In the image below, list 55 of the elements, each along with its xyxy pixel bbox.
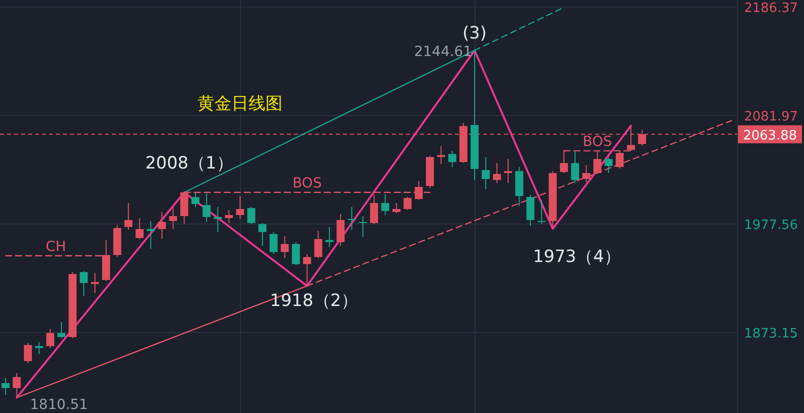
candlestick <box>482 156 490 190</box>
candlestick <box>236 196 244 220</box>
y-tick-label: 1873.15 <box>744 326 798 342</box>
candlestick <box>224 210 233 224</box>
candlestick <box>90 272 99 294</box>
candlestick <box>146 220 155 250</box>
candlestick <box>404 196 412 211</box>
candlestick <box>202 192 211 222</box>
candlestick <box>35 342 44 355</box>
candlestick <box>437 146 446 164</box>
y-tick-label: 1977.56 <box>744 218 798 233</box>
candlestick <box>80 270 88 296</box>
candlestick <box>57 322 66 338</box>
candlestick <box>582 164 590 182</box>
series-label: BOS <box>582 134 612 150</box>
candlestick <box>336 213 345 246</box>
candlestick <box>214 206 222 233</box>
candlestick <box>124 202 132 230</box>
annotation: (3) <box>462 23 487 44</box>
candlestick <box>492 162 501 184</box>
annotation: 2144.61 <box>414 44 472 60</box>
candlestick <box>604 156 613 174</box>
candlestick <box>2 378 10 396</box>
y-tick-label: 2081.97 <box>744 109 798 124</box>
annotation: 1918（2） <box>270 290 358 311</box>
candlestick <box>270 232 278 254</box>
annotation: 1810.51 <box>30 397 88 413</box>
candlestick <box>24 342 32 364</box>
candlestick <box>46 328 54 349</box>
candlestick <box>325 226 334 248</box>
candlestick <box>169 206 178 230</box>
candlestick <box>136 218 144 240</box>
candlestick <box>280 236 289 259</box>
series-label: CH <box>46 238 66 255</box>
candlestick <box>392 202 400 214</box>
candlestick <box>526 194 534 227</box>
candlestick <box>504 158 512 184</box>
series-label: BOS <box>292 175 322 192</box>
candlestick <box>314 230 322 259</box>
candlestick <box>247 206 256 225</box>
text: 黄金日线图 <box>198 94 282 114</box>
candlestick <box>571 150 580 184</box>
candlestick <box>158 212 166 240</box>
candlestick <box>348 206 356 230</box>
annotation: 2008（1） <box>145 153 234 174</box>
candlestick <box>448 150 456 168</box>
candlestick <box>358 216 367 238</box>
y-tick-label: 2186.37 <box>744 0 798 16</box>
annotation: 1973（4） <box>532 247 622 267</box>
ref-line-label: 2063.88 <box>743 128 797 144</box>
candlestick <box>292 242 300 266</box>
candlestick <box>191 192 200 208</box>
candlestick <box>258 222 266 246</box>
candlestick <box>538 200 546 225</box>
candlestick <box>381 194 390 216</box>
